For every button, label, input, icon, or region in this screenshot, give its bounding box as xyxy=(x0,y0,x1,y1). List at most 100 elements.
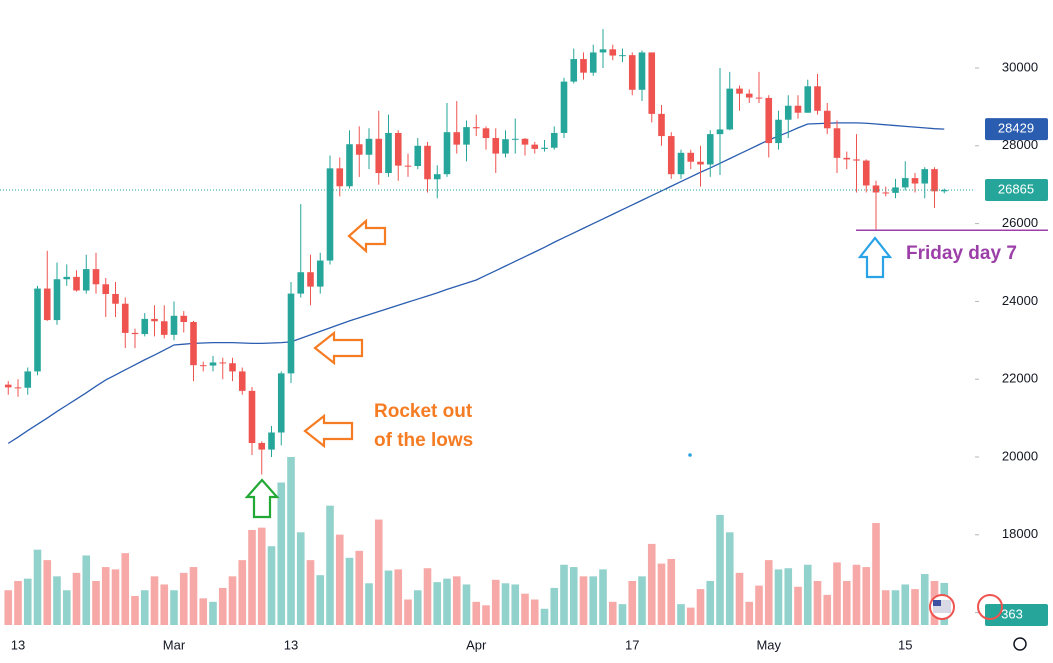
candle-body xyxy=(648,52,656,114)
candle-body xyxy=(336,168,344,187)
candle-body xyxy=(238,371,246,391)
candle-body xyxy=(872,185,880,193)
volume-bar xyxy=(521,593,529,625)
volume-bar xyxy=(755,585,763,625)
x-tick-label: 15 xyxy=(898,637,912,652)
candle-body xyxy=(726,88,734,130)
candle-body xyxy=(638,52,646,90)
x-tick-label: May xyxy=(756,637,781,652)
volume-bar xyxy=(628,580,637,625)
volume-bar xyxy=(238,560,247,625)
candle-body xyxy=(619,55,626,57)
candle-body xyxy=(43,288,51,321)
volume-bar xyxy=(569,567,578,625)
volume-bar xyxy=(803,564,812,625)
x-tick-label: 13 xyxy=(11,637,25,652)
candle-body xyxy=(394,132,402,166)
candle-body xyxy=(580,59,587,73)
volume-bar xyxy=(657,563,666,625)
candle-body xyxy=(248,390,256,443)
volume-bar xyxy=(725,532,734,625)
volume-bar xyxy=(150,576,159,625)
volume-bar xyxy=(433,582,442,625)
candle-body xyxy=(940,189,948,192)
volume-bar xyxy=(72,572,81,625)
candle-body xyxy=(853,159,860,161)
candle-body xyxy=(24,371,32,388)
volume-bar xyxy=(384,570,393,625)
volume-bar xyxy=(794,586,802,625)
volume-bar xyxy=(677,604,685,625)
arrow xyxy=(244,478,280,519)
candle-body xyxy=(541,147,548,149)
moving-average xyxy=(7,122,945,444)
volume-bar xyxy=(179,572,188,625)
volume-bar xyxy=(511,584,520,625)
candle-body xyxy=(628,55,636,90)
candle-body xyxy=(931,169,938,192)
candle-body xyxy=(346,144,353,187)
volume-bar xyxy=(472,601,481,625)
volume-bar xyxy=(218,587,227,625)
ma-price-label: 28429 xyxy=(998,121,1034,136)
candle-body xyxy=(658,113,665,137)
volume-bar xyxy=(82,555,91,625)
candle-body xyxy=(307,272,314,287)
volume-bar xyxy=(413,590,422,625)
y-tick-label: 28000 xyxy=(1002,137,1038,152)
candle-body xyxy=(784,105,792,120)
volume-bar xyxy=(111,569,120,625)
candle-body xyxy=(492,138,500,154)
volume-bar xyxy=(335,534,344,625)
candle-body xyxy=(404,165,412,167)
candle-body xyxy=(326,168,334,261)
candle-body xyxy=(433,174,441,180)
candle-body xyxy=(82,269,90,291)
settings-icon[interactable] xyxy=(1013,637,1027,651)
candle-body xyxy=(73,276,80,291)
candle-body xyxy=(560,81,568,133)
candle-body xyxy=(463,127,470,145)
volume-bar xyxy=(92,580,100,625)
volume-bar xyxy=(287,457,295,625)
candle-body xyxy=(102,284,110,295)
candle-body xyxy=(482,128,490,139)
y-tick-label: 30000 xyxy=(1002,59,1038,74)
volume-bar xyxy=(101,567,110,625)
candle-body xyxy=(209,362,217,366)
candle-body xyxy=(287,293,295,374)
candle-body xyxy=(92,269,100,285)
candle-body xyxy=(677,152,685,175)
last-price-label-box xyxy=(985,178,1048,201)
volume-bar xyxy=(140,590,149,625)
volume-bar xyxy=(199,598,208,625)
candle-body xyxy=(609,49,617,56)
volume-layer xyxy=(4,457,949,625)
volume-bar xyxy=(257,527,266,625)
volume-bar xyxy=(560,564,568,625)
candle-body xyxy=(365,138,373,155)
candle-body xyxy=(160,321,168,335)
candle-body xyxy=(297,272,305,294)
flag-icon xyxy=(933,600,941,606)
volume-bar xyxy=(852,564,861,625)
dot xyxy=(688,453,692,457)
volume-bar xyxy=(862,567,871,625)
ma-price-label-box xyxy=(985,118,1048,141)
candle-body xyxy=(4,384,12,388)
candle-body xyxy=(355,144,363,155)
candle-body xyxy=(570,59,578,82)
volume-bar xyxy=(121,553,130,625)
candle-body xyxy=(63,276,71,280)
volume-bar xyxy=(706,580,715,625)
candle-body xyxy=(814,86,821,111)
volume-bar xyxy=(686,607,695,625)
candle-body xyxy=(277,373,285,433)
volume-bar xyxy=(667,558,676,625)
volume-bar xyxy=(374,519,383,625)
candle-body xyxy=(385,132,392,174)
volume-bar xyxy=(452,576,461,625)
candle-body xyxy=(219,362,227,364)
candle-body xyxy=(794,105,802,113)
volume-bar xyxy=(881,590,890,625)
